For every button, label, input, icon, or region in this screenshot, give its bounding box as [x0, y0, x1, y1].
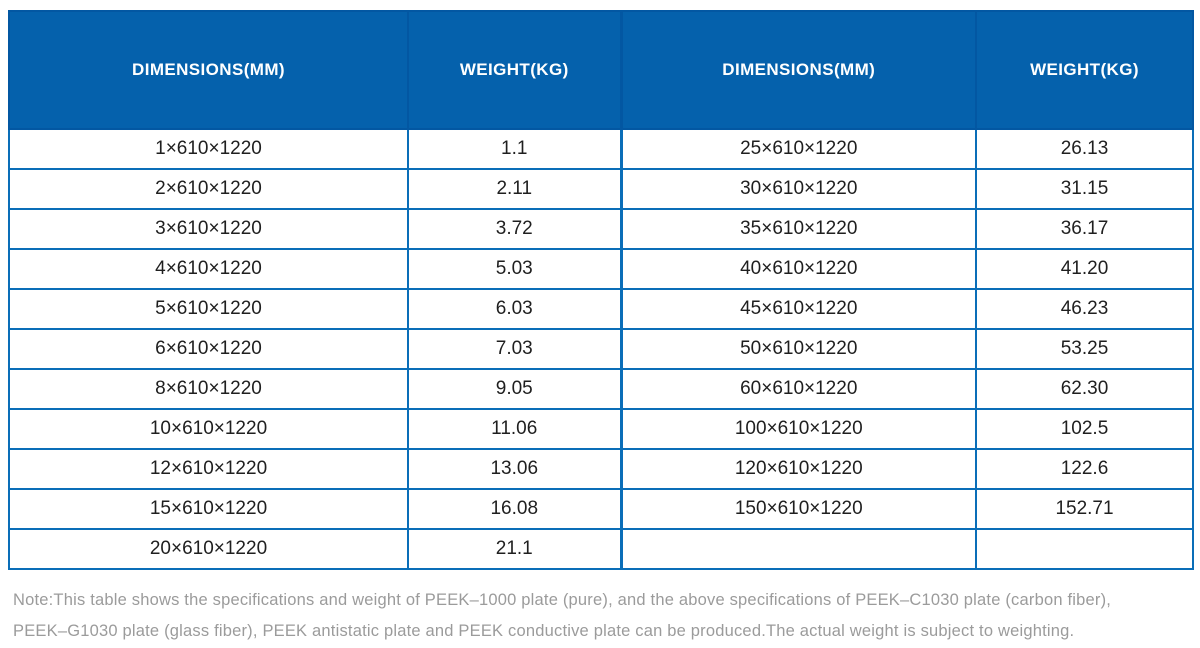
table-row: 10×610×1220 11.06 100×610×1220 102.5: [8, 408, 1194, 450]
dimension-cell: 40×610×1220: [619, 248, 977, 290]
dimension-cell: 4×610×1220: [8, 248, 409, 290]
dimension-cell: 120×610×1220: [619, 448, 977, 490]
weight-cell: 6.03: [407, 288, 622, 330]
table-row: 6×610×1220 7.03 50×610×1220 53.25: [8, 328, 1194, 370]
dimension-cell: 100×610×1220: [619, 408, 977, 450]
dimension-cell: 1×610×1220: [8, 128, 409, 170]
weight-cell: 13.06: [407, 448, 622, 490]
dimension-cell: 45×610×1220: [619, 288, 977, 330]
table-row: 20×610×1220 21.1: [8, 528, 1194, 570]
weight-cell: 1.1: [407, 128, 622, 170]
column-header-weight-right: WEIGHT(KG): [975, 10, 1194, 130]
dimension-cell: 5×610×1220: [8, 288, 409, 330]
dimension-cell-empty: [619, 528, 977, 570]
dimension-cell: 15×610×1220: [8, 488, 409, 530]
weight-cell: 9.05: [407, 368, 622, 410]
dimension-cell: 25×610×1220: [619, 128, 977, 170]
column-header-dimensions-left: DIMENSIONS(MM): [8, 10, 409, 130]
weight-cell: 31.15: [975, 168, 1194, 210]
note-text: Note:This table shows the specifications…: [13, 585, 1193, 647]
weight-cell: 21.1: [407, 528, 622, 570]
weight-cell: 53.25: [975, 328, 1194, 370]
table-row: 8×610×1220 9.05 60×610×1220 62.30: [8, 368, 1194, 410]
dimension-cell: 50×610×1220: [619, 328, 977, 370]
weight-cell: 11.06: [407, 408, 622, 450]
dimension-cell: 3×610×1220: [8, 208, 409, 250]
table-row: 15×610×1220 16.08 150×610×1220 152.71: [8, 488, 1194, 530]
weight-cell: 3.72: [407, 208, 622, 250]
dimension-cell: 6×610×1220: [8, 328, 409, 370]
weight-cell: 2.11: [407, 168, 622, 210]
weight-cell: 41.20: [975, 248, 1194, 290]
dimension-cell: 30×610×1220: [619, 168, 977, 210]
dimension-cell: 35×610×1220: [619, 208, 977, 250]
weight-cell: 5.03: [407, 248, 622, 290]
dimension-cell: 8×610×1220: [8, 368, 409, 410]
weight-cell: 16.08: [407, 488, 622, 530]
weight-cell: 36.17: [975, 208, 1194, 250]
dimension-cell: 10×610×1220: [8, 408, 409, 450]
weight-cell: 46.23: [975, 288, 1194, 330]
dimension-cell: 2×610×1220: [8, 168, 409, 210]
weight-cell: 7.03: [407, 328, 622, 370]
dimension-cell: 20×610×1220: [8, 528, 409, 570]
weight-cell: 26.13: [975, 128, 1194, 170]
table-row: 1×610×1220 1.1 25×610×1220 26.13: [8, 128, 1194, 170]
table-row: 4×610×1220 5.03 40×610×1220 41.20: [8, 248, 1194, 290]
weight-cell: 62.30: [975, 368, 1194, 410]
column-header-weight-left: WEIGHT(KG): [407, 10, 622, 130]
table-row: 2×610×1220 2.11 30×610×1220 31.15: [8, 168, 1194, 210]
weight-cell: 102.5: [975, 408, 1194, 450]
spec-table: DIMENSIONS(MM) WEIGHT(KG) DIMENSIONS(MM)…: [8, 10, 1194, 570]
weight-cell-empty: [975, 528, 1194, 570]
dimension-cell: 12×610×1220: [8, 448, 409, 490]
table-row: 3×610×1220 3.72 35×610×1220 36.17: [8, 208, 1194, 250]
note-line-2: PEEK–G1030 plate (glass fiber), PEEK ant…: [13, 622, 1075, 640]
table-row: 12×610×1220 13.06 120×610×1220 122.6: [8, 448, 1194, 490]
table-row: 5×610×1220 6.03 45×610×1220 46.23: [8, 288, 1194, 330]
column-header-dimensions-right: DIMENSIONS(MM): [619, 10, 977, 130]
weight-cell: 122.6: [975, 448, 1194, 490]
note-line-1: Note:This table shows the specifications…: [13, 591, 1112, 609]
dimension-cell: 60×610×1220: [619, 368, 977, 410]
weight-cell: 152.71: [975, 488, 1194, 530]
header-row: DIMENSIONS(MM) WEIGHT(KG) DIMENSIONS(MM)…: [8, 10, 1194, 130]
dimension-cell: 150×610×1220: [619, 488, 977, 530]
